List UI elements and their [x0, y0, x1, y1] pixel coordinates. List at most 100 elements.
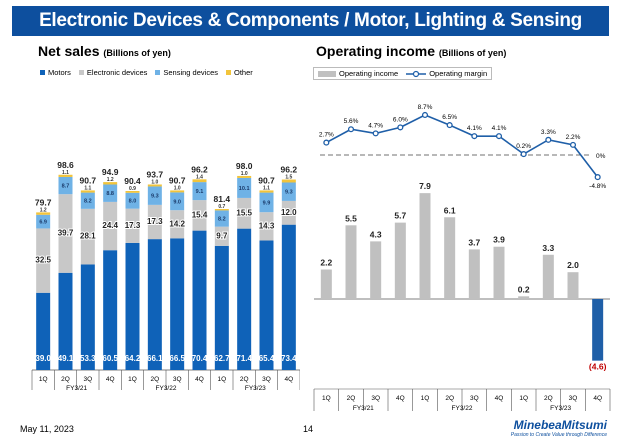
- data-label: 71.4: [236, 354, 252, 363]
- margin-point: [446, 122, 453, 129]
- income-label: 2.2: [320, 258, 332, 268]
- bar-motors: [103, 250, 118, 370]
- margin-line: [325, 114, 599, 178]
- data-label: 60.5: [102, 354, 118, 363]
- category-tick-label: 4Q: [495, 395, 504, 402]
- data-label: 8.0: [129, 199, 137, 205]
- category-tick-label: 2Q: [544, 395, 553, 402]
- data-label: 1.1: [84, 185, 91, 191]
- margin-label: 4.1%: [467, 125, 482, 132]
- data-label: 8.2: [218, 217, 226, 223]
- margin-label: 6.5%: [442, 114, 457, 121]
- category-tick-label: 2Q: [150, 376, 159, 383]
- group-label: FY3/22: [156, 385, 177, 392]
- bar-motors: [147, 239, 162, 370]
- data-label: 1.1: [62, 170, 69, 176]
- operating-income-chart: 2.2 5.5 4.3 5.7 7.9 6.1 3.7 3.9 0.2 3.3 2.0 (4.6) 0%…: [313, 104, 611, 412]
- bar-electronic-devices: [259, 212, 274, 241]
- total-label: 96.2: [281, 165, 298, 175]
- data-label: 1.4: [196, 174, 203, 180]
- data-label: 14.3: [259, 221, 275, 230]
- group-label: FY3/21: [353, 405, 374, 412]
- income-label: 5.7: [394, 211, 406, 221]
- bar-sensing-devices: [36, 214, 51, 229]
- category-tick-label: 3Q: [569, 395, 578, 402]
- margin-point: [569, 141, 577, 148]
- bar-sensing-devices: [58, 176, 73, 195]
- category-tick-label: 4Q: [284, 376, 293, 383]
- income-bar: [345, 225, 357, 299]
- margin-label: -4.8%: [589, 183, 606, 190]
- data-label: 15.4: [192, 210, 208, 219]
- category-tick-label: 1Q: [322, 395, 331, 402]
- margin-point: [421, 111, 429, 119]
- category-tick-label: 3Q: [83, 376, 92, 383]
- data-label: 1.2: [107, 177, 114, 183]
- category-tick-label: 3Q: [173, 376, 182, 383]
- bar-electronic-devices: [214, 226, 229, 246]
- bar-other: [192, 179, 207, 183]
- net-sales-chart: 39.032.56.91.279.71Q49.139.78.71.198.62Q…: [31, 160, 300, 392]
- bar-other: [214, 209, 229, 211]
- bar-motors: [80, 264, 95, 370]
- data-label: 17.3: [125, 221, 141, 230]
- footer-page-number: 14: [303, 424, 314, 434]
- legend-swatch-electronic: [78, 70, 84, 75]
- category-tick-label: 2Q: [61, 376, 70, 383]
- margin-label: 4.7%: [368, 122, 383, 129]
- bar-sensing-devices: [259, 192, 274, 213]
- bar-motors: [125, 242, 140, 370]
- bar-sensing-devices: [237, 177, 252, 198]
- margin-point: [323, 139, 330, 146]
- bar-other: [58, 174, 73, 177]
- bar-motors: [192, 230, 207, 370]
- total-label: 94.9: [102, 167, 119, 177]
- bar-other: [170, 190, 185, 193]
- legend-swatch-margin: [406, 70, 427, 77]
- margin-point: [471, 133, 478, 140]
- data-label: 1.5: [285, 175, 292, 181]
- data-label: 8.2: [84, 199, 92, 205]
- data-label: 9.1: [196, 189, 204, 195]
- income-bar: [542, 254, 554, 299]
- data-label: 0.7: [218, 204, 225, 210]
- margin-point: [545, 136, 552, 143]
- category-tick-label: 2Q: [347, 395, 356, 402]
- bar-electronic-devices: [281, 200, 296, 225]
- category-tick-label: 1Q: [421, 395, 430, 402]
- bar-sensing-devices: [80, 192, 95, 209]
- data-label: 24.4: [102, 221, 118, 230]
- data-label: 39.7: [58, 228, 74, 237]
- income-label: 0.2: [518, 284, 530, 294]
- data-label: 1.1: [263, 185, 270, 191]
- data-label: 1.0: [241, 171, 248, 177]
- net-sales-legend: Motors Electronic devices Sensing device…: [40, 68, 253, 77]
- bar-other: [36, 212, 51, 215]
- data-label: 9.9: [263, 200, 271, 206]
- bar-electronic-devices: [192, 200, 207, 231]
- income-bar: [567, 272, 579, 299]
- income-label: 2.0: [567, 260, 579, 270]
- data-label: 10.1: [239, 186, 250, 192]
- bar-electronic-devices: [237, 197, 252, 229]
- total-label: 93.7: [147, 169, 164, 179]
- total-label: 98.0: [236, 161, 253, 171]
- total-label: 90.7: [258, 175, 275, 185]
- data-label: 1.0: [151, 179, 158, 185]
- bar-electronic-devices: [103, 201, 118, 251]
- total-label: 79.7: [35, 197, 52, 207]
- margin-label: 5.6%: [344, 118, 359, 125]
- bar-sensing-devices: [147, 186, 162, 205]
- data-label: 1.2: [40, 207, 47, 213]
- category-tick-label: 3Q: [371, 395, 380, 402]
- data-label: 0.9: [129, 186, 136, 192]
- bar-electronic-devices: [58, 194, 73, 273]
- data-label: 73.4: [281, 354, 297, 363]
- income-bar: [468, 249, 480, 299]
- data-label: 66.1: [147, 354, 163, 363]
- income-label: 4.3: [370, 229, 382, 239]
- category-tick-label: 2Q: [445, 395, 454, 402]
- bar-electronic-devices: [36, 228, 51, 293]
- income-bar: [444, 217, 456, 299]
- bar-motors: [170, 238, 185, 370]
